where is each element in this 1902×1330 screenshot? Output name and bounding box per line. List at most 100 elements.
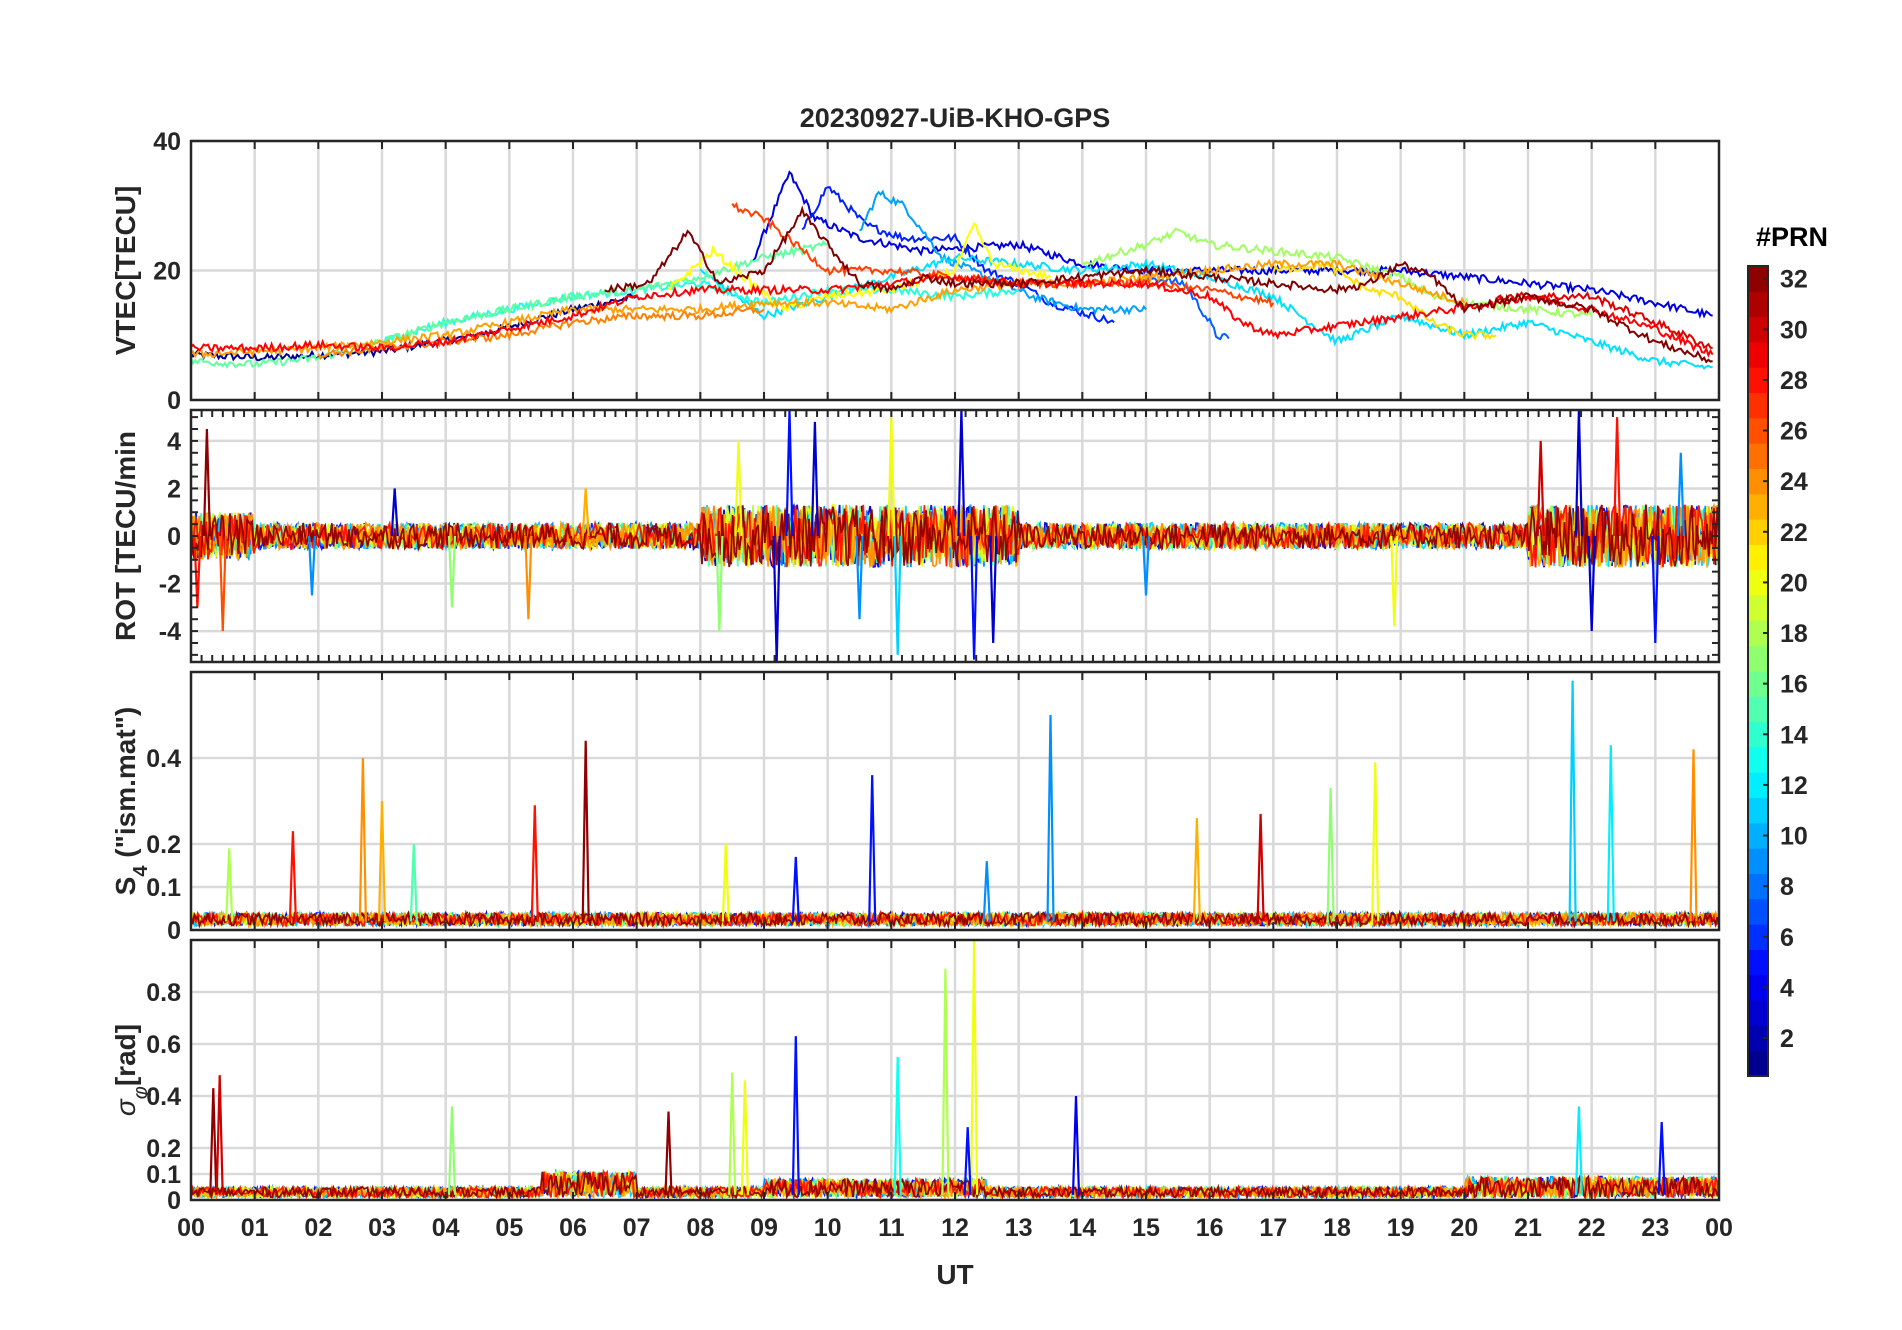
colorbar-swatch	[1748, 974, 1768, 1001]
y-tick-label: 0.2	[146, 831, 181, 859]
x-tick-label: 18	[1323, 1214, 1351, 1242]
vtec-series-prn-21	[1272, 259, 1497, 341]
rot-spike-prn-20	[1390, 535, 1399, 627]
colorbar-tick-label: 32	[1780, 266, 1808, 294]
colorbar-tick-label: 28	[1780, 367, 1808, 395]
s4-spike-prn-5	[791, 856, 800, 922]
colorbar-tick-label: 8	[1780, 873, 1794, 901]
colorbar-swatch	[1748, 1050, 1768, 1077]
colorbar-swatch	[1748, 266, 1768, 292]
y-tick-label: 0.8	[146, 979, 181, 1007]
s4-spike-prn-11	[1568, 680, 1577, 922]
sigma-spike-prn-5	[963, 1127, 972, 1195]
s4-spike-prn-15	[409, 843, 418, 922]
rot-spike-prn-3	[390, 488, 399, 537]
vtec-series-prn-32	[604, 205, 1713, 364]
rot-spike-prn-32	[202, 428, 211, 537]
vtec-series-prn-17	[1081, 227, 1593, 319]
rot-spike-prn-9	[307, 535, 317, 596]
x-tick-label: 19	[1387, 1214, 1415, 1242]
x-tick-label: 08	[686, 1214, 714, 1242]
x-tick-label: 16	[1196, 1214, 1224, 1242]
x-tick-label: 02	[304, 1214, 332, 1242]
y-tick-label: 0	[167, 1187, 181, 1215]
x-tick-label: 23	[1641, 1214, 1669, 1242]
ticks	[190, 940, 1720, 1200]
colorbar-swatch	[1748, 1000, 1768, 1026]
colorbar-swatch	[1748, 620, 1768, 647]
x-tick-label: 13	[1005, 1214, 1033, 1242]
x-tick-label: 11	[878, 1214, 905, 1242]
x-tick-label: 20	[1450, 1214, 1478, 1242]
y-tick-label: 2	[167, 475, 181, 503]
sigma-spike-prn-20	[740, 1080, 749, 1195]
colorbar-tick-label: 20	[1780, 569, 1808, 597]
ticks	[190, 672, 1720, 930]
vtec-series-prn-3	[751, 170, 1713, 319]
rot-spike-prn-5	[970, 535, 979, 660]
x-tick-label: 17	[1259, 1214, 1287, 1242]
y-tick-label: 0.2	[146, 1135, 181, 1163]
rot-spike-prn-9	[855, 535, 864, 620]
s4-spike-prn-9	[1046, 714, 1055, 922]
chart-title: 20230927-UiB-KHO-GPS	[800, 103, 1111, 133]
rot-spike-prn-17	[715, 535, 724, 632]
x-tick-label: 10	[814, 1214, 842, 1242]
s4-spike-prn-23	[1192, 818, 1201, 922]
colorbar-tick-label: 22	[1780, 519, 1808, 547]
s4-spike-prn-28	[288, 831, 297, 922]
colorbar-tick-label: 12	[1780, 772, 1808, 800]
colorbar-swatch	[1748, 569, 1768, 596]
colorbar-swatch	[1748, 949, 1768, 976]
y-tick-label: 0.1	[146, 874, 181, 902]
rot-spike-prn-17	[447, 535, 457, 608]
s4-spike-prn-20	[1371, 762, 1380, 922]
vtec-series-prn-9	[859, 189, 1147, 316]
colorbar-tick-label: 6	[1780, 924, 1794, 952]
x-tick-label: 14	[1068, 1214, 1096, 1242]
rot-spike-prn-11	[893, 535, 902, 655]
colorbar-swatch	[1748, 873, 1768, 900]
vtec-series-prn-15	[191, 239, 828, 370]
colorbar-swatch	[1748, 772, 1768, 799]
colorbar-swatch	[1748, 544, 1768, 571]
colorbar-swatch	[1748, 468, 1768, 495]
colorbar-frame	[1747, 265, 1769, 1077]
y-axis-label-sigma: σφ[rad]	[110, 1024, 152, 1116]
data-area	[191, 170, 1714, 371]
x-tick-label: 03	[368, 1214, 396, 1242]
y-tick-label: 0.4	[146, 745, 181, 773]
data-area	[191, 410, 1719, 662]
colorbar-tick-label: 2	[1780, 1025, 1794, 1053]
colorbar-swatch	[1748, 291, 1768, 318]
y-tick-label: 40	[153, 128, 181, 156]
x-tick-label: 15	[1132, 1214, 1160, 1242]
s4-spike-prn-24	[358, 757, 367, 922]
rot-spike-prn-3	[1587, 535, 1596, 632]
sigma-spike-prn-4	[1071, 1095, 1081, 1195]
vtec-series-prn-30	[1495, 291, 1713, 350]
colorbar-swatch	[1748, 797, 1768, 824]
vtec-series-prn-26	[731, 201, 1275, 309]
y-tick-label: 0	[167, 523, 181, 551]
x-tick-label: 12	[941, 1214, 969, 1242]
y-axis-label-vtec: VTEC[TECU]	[110, 186, 141, 356]
grid	[191, 672, 1719, 932]
y-tick-label: 20	[153, 258, 181, 286]
y-tick-label: -4	[159, 618, 181, 646]
s4-spike-prn-18	[225, 848, 234, 922]
y-tick-label: 0.6	[146, 1031, 181, 1059]
x-tick-label: 01	[241, 1214, 269, 1242]
sigma-spike-prn-30	[215, 1075, 224, 1195]
vtec-series-prn-13	[381, 280, 1019, 344]
rot-spike-prn-5	[785, 410, 794, 537]
panel-s4: 0 0.1 0.2 0.4S4 ("ism.mat")	[110, 670, 1721, 945]
s4-spike-prn-5	[868, 775, 877, 922]
colorbar-tick-label: 18	[1780, 620, 1808, 648]
colorbar-swatch	[1748, 392, 1768, 419]
colorbar-swatch	[1748, 341, 1768, 368]
colorbar-swatch	[1748, 519, 1768, 545]
s4-spike-prn-32	[581, 740, 590, 922]
